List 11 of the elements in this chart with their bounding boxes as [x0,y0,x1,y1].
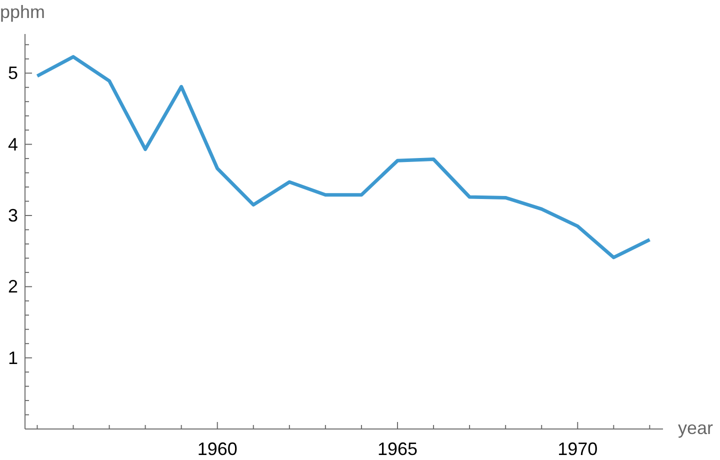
x-tick-label: 1960 [197,439,238,459]
x-tick-label: 1970 [558,439,598,459]
y-axis-title: pphm [0,2,46,23]
y-tick-label: 5 [8,63,18,84]
line-series [36,55,652,260]
y-tick-label: 3 [8,205,18,226]
x-tick-label: 1965 [377,439,418,459]
y-tick-label: 2 [8,276,18,297]
x-axis-title: year [678,418,714,439]
y-tick-label: 4 [8,134,18,154]
y-tick-label: 1 [8,348,18,368]
